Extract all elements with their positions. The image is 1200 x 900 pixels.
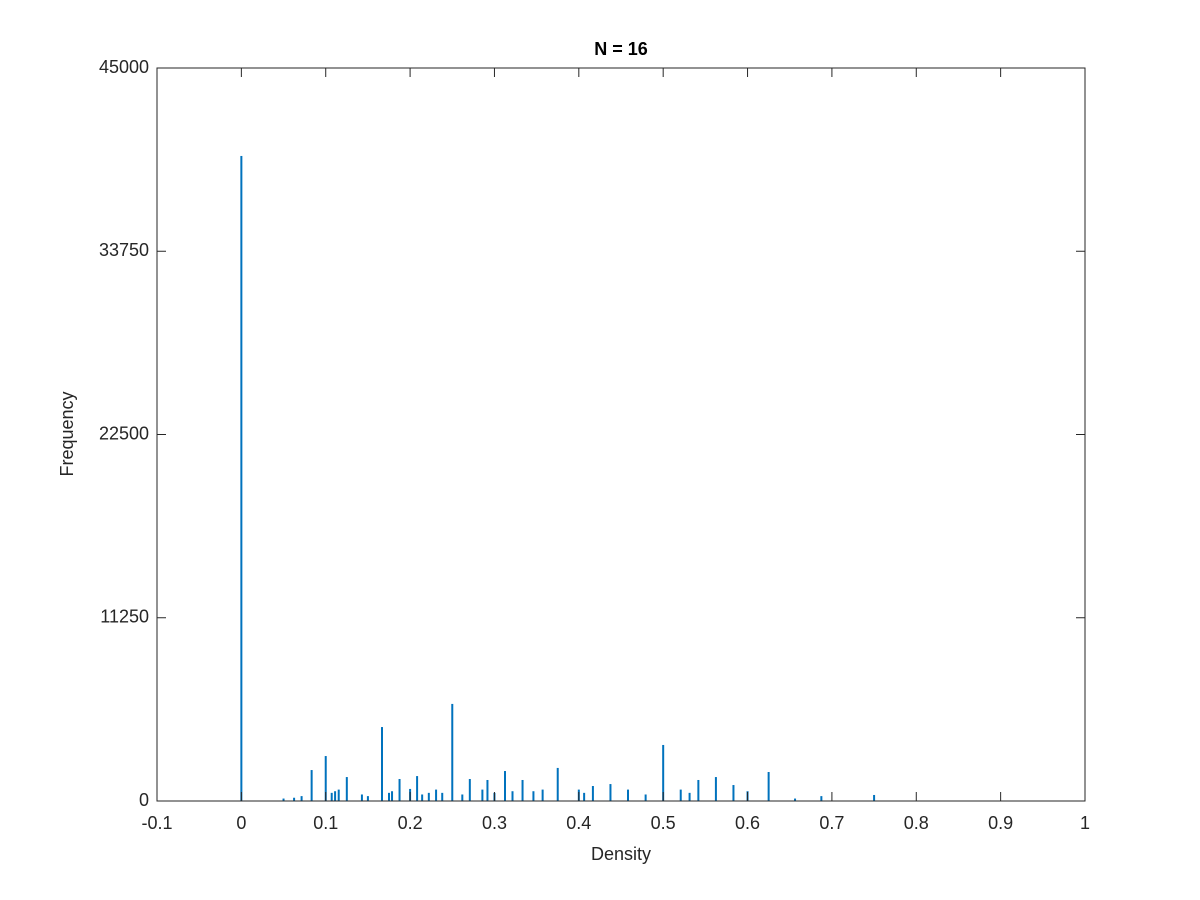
- bar: [421, 794, 424, 801]
- bar: [541, 789, 544, 801]
- bar: [679, 789, 682, 801]
- x-tick-label: 0.7: [819, 813, 844, 833]
- bar: [591, 786, 594, 801]
- x-tick-label: 0.2: [398, 813, 423, 833]
- bar: [697, 779, 700, 801]
- bar: [504, 771, 506, 801]
- x-tick-label: -0.1: [141, 813, 172, 833]
- bar: [345, 777, 348, 801]
- bar: [511, 791, 514, 801]
- y-tick-label: 33750: [99, 240, 149, 260]
- bar: [532, 791, 535, 801]
- bar: [324, 756, 327, 801]
- bar: [451, 703, 454, 801]
- bar: [398, 779, 401, 801]
- chart-title: N = 16: [594, 39, 648, 59]
- bar: [330, 792, 333, 801]
- x-tick-label: 0.5: [651, 813, 676, 833]
- bar: [556, 767, 559, 801]
- x-tick-label: 1: [1080, 813, 1090, 833]
- bar: [380, 727, 383, 801]
- x-tick-label: 0.6: [735, 813, 760, 833]
- bar: [627, 789, 630, 801]
- bar: [644, 794, 647, 801]
- bar: [366, 796, 369, 801]
- bar: [521, 779, 524, 801]
- bar: [481, 789, 484, 801]
- bar: [300, 796, 303, 801]
- bar: [732, 785, 735, 801]
- bar: [767, 772, 770, 801]
- bar: [873, 794, 876, 801]
- bar: [662, 744, 665, 801]
- x-tick-label: 0.4: [566, 813, 591, 833]
- bar: [794, 798, 797, 801]
- bar: [435, 789, 438, 801]
- y-tick-label: 45000: [99, 57, 149, 77]
- bar: [583, 792, 586, 801]
- bar: [240, 155, 243, 801]
- bar: [609, 784, 612, 801]
- bar: [468, 779, 471, 801]
- bar: [310, 770, 313, 801]
- bar: [820, 796, 823, 801]
- bar: [714, 777, 717, 801]
- x-tick-label: 0.3: [482, 813, 507, 833]
- bar: [360, 794, 363, 801]
- bar: [337, 789, 340, 801]
- bar: [688, 792, 691, 801]
- y-axis-label: Frequency: [57, 391, 77, 476]
- x-axis-label: Density: [591, 844, 651, 864]
- bar: [427, 792, 430, 801]
- bar: [282, 798, 285, 801]
- bar: [486, 779, 489, 801]
- y-tick-label: 22500: [99, 423, 149, 443]
- bar: [441, 792, 444, 801]
- y-tick-label: 11250: [100, 607, 149, 627]
- x-tick-label: 0.8: [904, 813, 929, 833]
- bar: [388, 792, 390, 801]
- x-tick-label: 0.9: [988, 813, 1013, 833]
- plot-area: [240, 155, 876, 801]
- bar: [334, 791, 337, 801]
- bar: [391, 791, 394, 801]
- bar: [461, 794, 464, 801]
- y-tick-label: 0: [139, 790, 149, 810]
- x-tick-label: 0.1: [313, 813, 338, 833]
- bar: [416, 776, 419, 801]
- x-tick-label: 0: [236, 813, 246, 833]
- bar: [293, 797, 296, 801]
